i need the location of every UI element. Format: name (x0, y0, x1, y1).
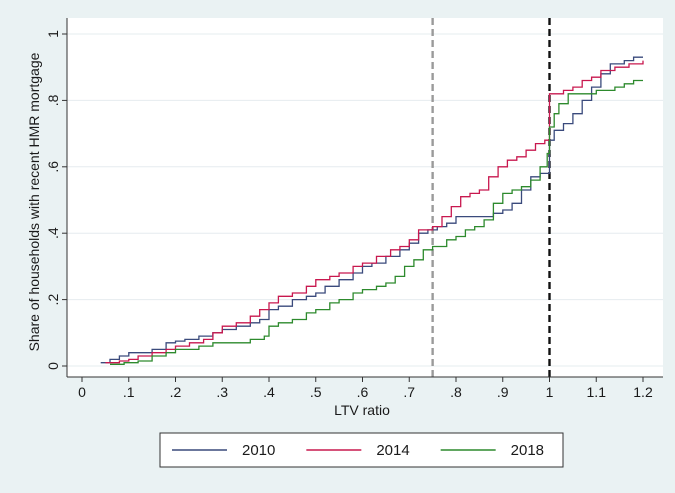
x-tick-label: .4 (263, 384, 275, 400)
x-tick-label: .6 (357, 384, 369, 400)
y-tick-label: 1 (45, 30, 61, 38)
series-lines (100, 56, 644, 365)
y-axis-title: Share of households with recent HMR mort… (26, 52, 42, 351)
x-tick-label: .8 (450, 384, 462, 400)
series-line-2010 (100, 56, 643, 364)
x-tick-label: .1 (123, 384, 135, 400)
x-tick-label: .2 (170, 384, 182, 400)
legend-label-2018: 2018 (511, 442, 544, 459)
y-tick-label: .8 (45, 94, 61, 106)
legend-box (159, 432, 564, 468)
x-tick-label: .5 (310, 384, 322, 400)
legend-label-2010: 2010 (242, 442, 275, 459)
reference-lines (431, 18, 551, 377)
axes (66, 18, 663, 378)
x-tick-label: 1.1 (587, 384, 607, 400)
x-tick-label: .3 (216, 384, 228, 400)
x-axis-ticks: 0 .1 .2 .3 .4 .5 .6 .7 .8 .9 1 1.1 1.2 (78, 377, 653, 400)
x-tick-label: 1 (546, 384, 554, 400)
x-tick-label: .9 (497, 384, 509, 400)
legend-label-2014: 2014 (376, 442, 409, 459)
plot-area (67, 18, 663, 377)
x-axis-title: LTV ratio (334, 402, 390, 418)
series-line-2014 (105, 60, 644, 364)
y-tick-label: .6 (45, 161, 61, 173)
x-tick-label: .7 (403, 384, 415, 400)
x-tick-label: 1.2 (633, 384, 653, 400)
y-axis-ticks: 0 .2 .4 .6 .8 1 (45, 30, 67, 370)
legend: 2010 2014 2018 (159, 432, 564, 468)
series-line-2018 (110, 79, 643, 365)
x-tick-label: 0 (78, 384, 86, 400)
y-tick-label: .2 (45, 294, 61, 306)
y-tick-label: .4 (45, 227, 61, 239)
y-tick-label: 0 (45, 362, 61, 370)
gridlines (67, 33, 663, 367)
